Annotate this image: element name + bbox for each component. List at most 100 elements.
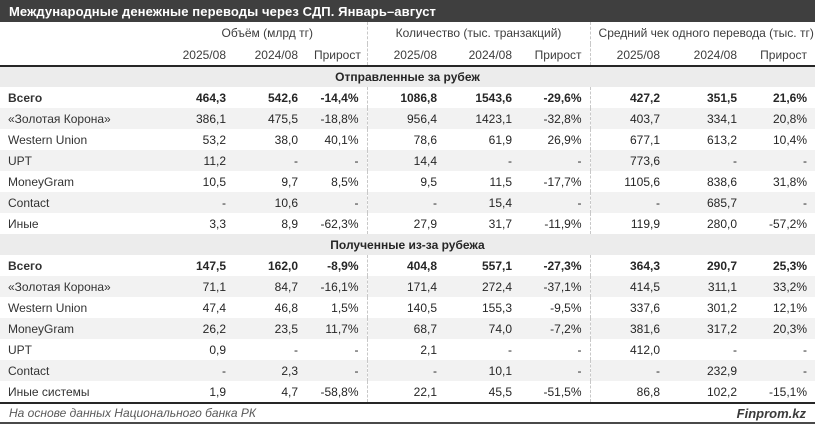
cell: 53,2 [202,132,226,147]
cell: - [306,192,368,213]
cell: 40,1% [324,132,359,147]
cell: 45,5 [488,384,513,399]
cell: 1543,6 [475,90,513,105]
cell: 311,1 [668,276,746,297]
cell: - [668,150,746,171]
cell: 677,1 [589,129,669,150]
row-sent-western-union: Western Union 53,2 38,0 40,1% 78,6 61,9 … [0,129,815,150]
cell: 10,5 [202,174,226,189]
section-header-label: Отправленные за рубеж [0,66,815,87]
cell: -11,9% [544,216,582,231]
cell: 26,2 [168,318,234,339]
cell: 403,7 [589,108,669,129]
row-label: UPT [8,342,32,357]
corner-cell [0,22,168,44]
cell: 12,1% [773,300,808,315]
cell: 15,4 [445,192,521,213]
cell: -7,2% [520,318,591,339]
cell: -16,1% [306,276,368,297]
row-label: Иные системы [8,384,90,399]
cell: - [577,342,582,357]
cell: 475,5 [234,108,306,129]
cell: 31,7 [488,216,513,231]
cell: 27,9 [366,213,446,234]
cell: - [366,192,446,213]
cell: 46,8 [274,300,298,315]
cell: 557,1 [481,258,513,273]
cell: - [520,192,591,213]
cell: - [354,342,359,357]
cell: 1,9 [209,384,226,399]
cell: 1423,1 [445,108,521,129]
cell: - [306,360,368,381]
cell: - [745,150,815,171]
cell: 404,8 [366,255,446,276]
cell: 386,1 [168,108,234,129]
cell: 140,5 [366,297,446,318]
corner-cell [0,44,168,67]
row-sent-other: Иные 3,3 8,9 -62,3% 27,9 31,7 -11,9% 119… [0,213,815,234]
cell: 4,7 [281,384,298,399]
row-received-other-systems: Иные системы 1,9 4,7 -58,8% 22,1 45,5 -5… [0,381,815,402]
cell: 10,6 [234,192,306,213]
cell: 412,0 [589,339,669,360]
cell: 47,4 [202,300,226,315]
cell: -62,3% [320,216,359,231]
cell: 2,3 [234,360,306,381]
cell: -37,1% [520,276,591,297]
cell: 464,3 [195,90,226,105]
cell: - [520,150,591,171]
cell: -18,8% [306,108,368,129]
column-group-average: Средний чек одного перевода (тыс. тг) [589,22,815,44]
cell: 351,5 [707,90,738,105]
cell: -27,3% [543,258,582,273]
cell: 21,6% [773,90,808,105]
cell: - [520,360,591,381]
cell: - [234,150,306,171]
cell: 364,3 [589,255,669,276]
row-label: MoneyGram [0,318,168,339]
cell: -8,9% [327,258,359,273]
column-group-header-row: Объём (млрд тг) Количество (тыс. транзак… [0,22,815,44]
cell: - [366,360,446,381]
title-bar: Международные денежные переводы через СД… [0,0,815,22]
cell: -17,7% [543,174,582,189]
row-label: Contact [0,192,168,213]
cell: 171,4 [366,276,446,297]
cell: 31,8% [773,174,808,189]
cell: 773,6 [589,150,669,171]
cell: 10,1 [445,360,521,381]
cell: -57,2% [769,216,808,231]
cell: 956,4 [366,108,446,129]
cell: - [589,360,669,381]
cell: -58,8% [320,384,359,399]
source-note: На основе данных Национального банка РК [9,406,256,420]
cell: 290,7 [707,258,738,273]
section-header-label: Полученные из-за рубежа [0,234,815,255]
cell: 20,8% [745,108,815,129]
cell: - [445,150,521,171]
cell: - [168,192,234,213]
cell: 1105,6 [589,171,669,192]
col-header: 2025/08 [589,44,669,67]
cell: 280,0 [707,216,738,231]
cell: 11,5 [489,174,513,189]
cell: 685,7 [668,192,746,213]
cell: 1086,8 [366,87,446,108]
cell: - [745,192,815,213]
cell: 147,5 [195,258,226,273]
cell: -29,6% [543,90,582,105]
cell: 119,9 [589,213,669,234]
cell: 381,6 [589,318,669,339]
cell: 317,2 [668,318,746,339]
cell: 11,2 [168,150,234,171]
cell: 84,7 [234,276,306,297]
cell: 272,4 [445,276,521,297]
cell: 74,0 [445,318,521,339]
row-sent-total: Всего 464,3 542,6 -14,4% 1086,8 1543,6 -… [0,87,815,108]
cell: 0,9 [209,342,226,357]
col-header: 2024/08 [668,44,746,67]
cell: 10,4% [773,132,808,147]
cell: - [803,342,808,357]
cell: -9,5% [550,300,582,315]
